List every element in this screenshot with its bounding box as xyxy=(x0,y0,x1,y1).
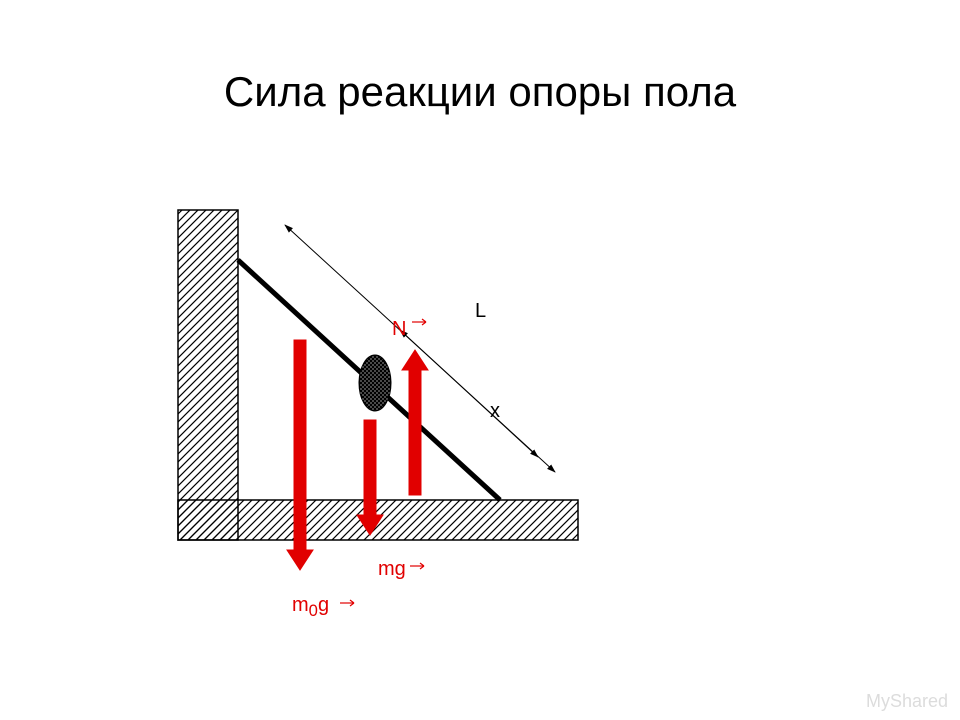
label-weight-m0g: m0g xyxy=(292,594,329,621)
physics-diagram xyxy=(0,0,960,720)
label-distance-x: x xyxy=(490,400,500,423)
force-arrow-normal xyxy=(402,350,428,495)
watermark-text: MyShared xyxy=(866,691,948,711)
label-normal-force: N xyxy=(392,318,406,341)
wall xyxy=(178,210,238,540)
watermark: MyShared xyxy=(866,691,948,712)
label-weight-mg: mg xyxy=(378,558,406,581)
label-length-L: L xyxy=(475,300,486,323)
object-on-ladder xyxy=(359,355,391,411)
force-arrow-mg xyxy=(357,420,383,535)
